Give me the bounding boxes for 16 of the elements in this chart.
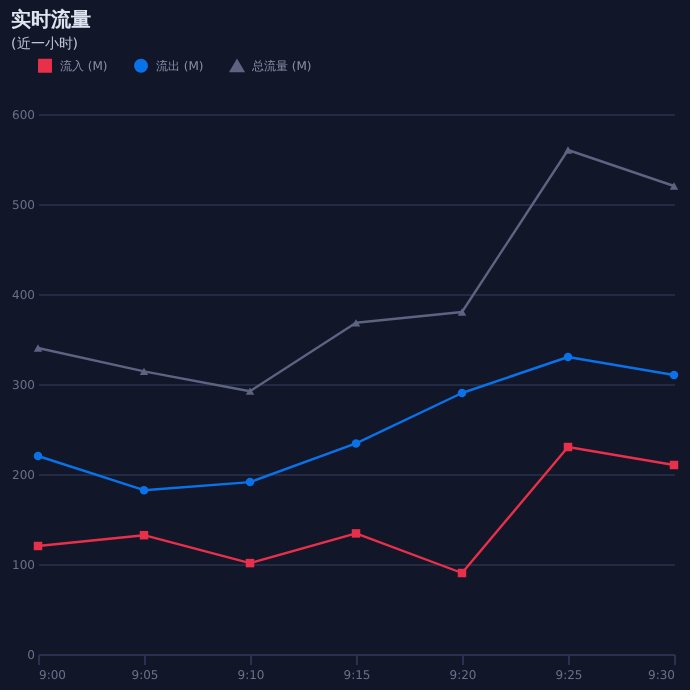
point bbox=[457, 388, 467, 398]
point bbox=[351, 529, 361, 538]
point bbox=[563, 352, 573, 362]
point bbox=[245, 387, 255, 395]
point bbox=[33, 344, 43, 352]
point bbox=[669, 182, 679, 190]
point bbox=[33, 451, 43, 461]
point bbox=[139, 485, 149, 495]
chart-title: 实时流量 bbox=[11, 8, 92, 32]
point bbox=[457, 308, 467, 316]
point bbox=[351, 439, 361, 448]
point bbox=[245, 477, 255, 487]
point bbox=[669, 370, 679, 380]
point bbox=[351, 319, 361, 327]
point bbox=[139, 367, 149, 376]
point bbox=[563, 146, 573, 154]
